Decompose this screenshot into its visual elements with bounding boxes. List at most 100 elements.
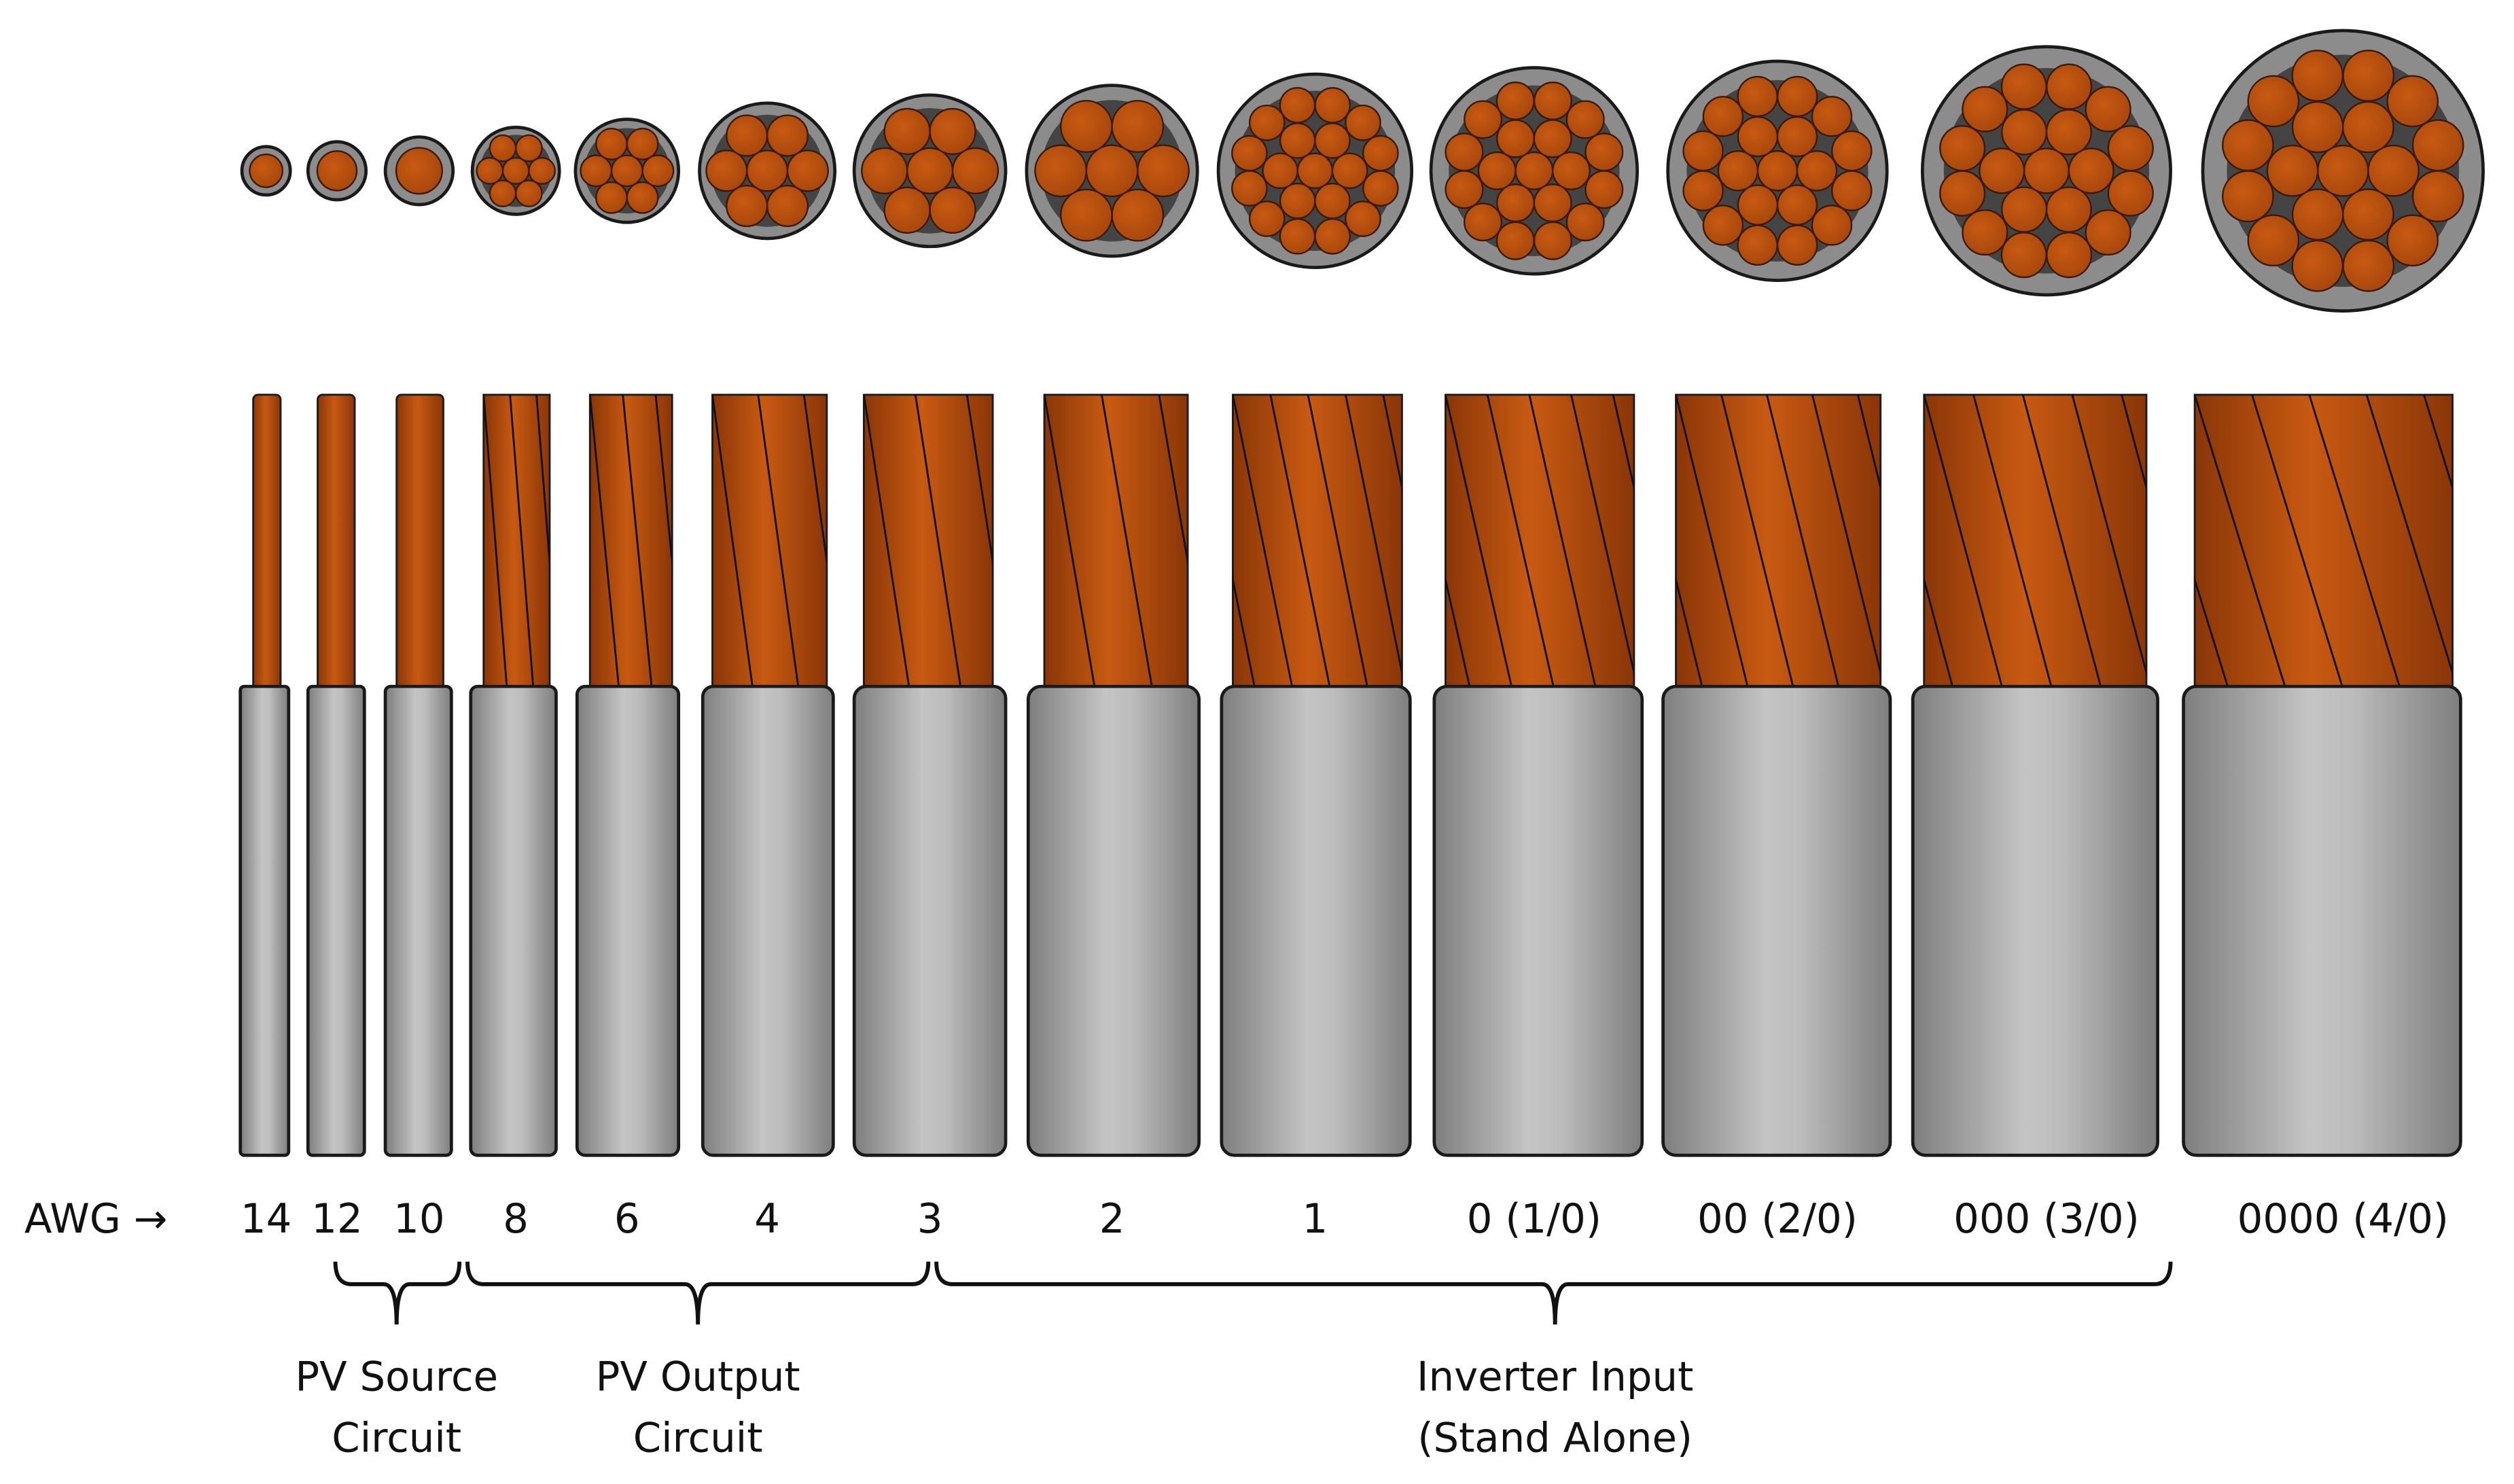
awg-labels: 14 12 10 8 6 4 3 2 1 0 (1/0) 00 (2/0) 000 (3/0) 0000… [241, 1195, 2449, 1242]
strand [641, 154, 675, 188]
strand [2291, 101, 2344, 154]
strand [2291, 50, 2344, 102]
strand [1331, 152, 1368, 190]
strand [1362, 170, 1399, 207]
group-pv-output: PV Output Circuit [465, 1261, 931, 1462]
strand [2107, 125, 2154, 172]
strand [1464, 202, 1503, 242]
strand [626, 181, 659, 214]
strand [726, 114, 768, 157]
copper-conductor [252, 393, 282, 702]
strand [2342, 50, 2395, 102]
strand [1777, 75, 1818, 118]
strand [1552, 151, 1591, 190]
strand [883, 107, 931, 156]
curly-brace [465, 1261, 931, 1325]
strand [1345, 104, 1381, 141]
strand [2068, 147, 2114, 194]
cable-12 [306, 393, 366, 1157]
strand [610, 154, 643, 188]
strand [1515, 151, 1554, 190]
group-label-line2: Circuit [633, 1415, 763, 1462]
strand [1702, 205, 1744, 246]
insulation [1661, 684, 1892, 1157]
strand [1777, 224, 1818, 266]
strand [2085, 209, 2131, 256]
strand [2342, 239, 2395, 292]
strand [1776, 116, 1818, 158]
strand-lay-lines [1924, 394, 2146, 687]
cross-section-0 [1429, 66, 1640, 276]
strand-lay-lines [590, 394, 673, 687]
strand [1939, 125, 1986, 172]
awg-label: 0000 (4/0) [2237, 1195, 2449, 1242]
strand [1737, 224, 1778, 266]
strand [1314, 122, 1351, 159]
strand-lay-lines [1233, 394, 1402, 687]
strand [1231, 170, 1268, 207]
strand [2386, 75, 2439, 128]
strand [2085, 86, 2131, 132]
insulation [1026, 684, 1201, 1157]
strand-lay-lines [2195, 394, 2453, 687]
strand [1717, 150, 1759, 192]
strand [2411, 119, 2464, 172]
group-label-line1: Inverter Input [1417, 1353, 1693, 1400]
strand [2247, 75, 2300, 128]
insulation [1432, 684, 1644, 1157]
cable-1 [1220, 393, 1412, 1157]
cross-section-2 [1025, 84, 1199, 258]
strand [1584, 132, 1624, 172]
strand [1796, 150, 1838, 192]
solid-conductor [395, 147, 443, 195]
strand [1831, 170, 1873, 211]
strand [1464, 100, 1503, 139]
insulation [383, 684, 453, 1157]
strand [1495, 221, 1535, 260]
strand [906, 147, 954, 194]
strand [1962, 209, 2008, 256]
strand [861, 147, 908, 194]
awg-label: 1 [1303, 1195, 1328, 1242]
awg-label: 000 (3/0) [1953, 1195, 2140, 1242]
strand [2342, 101, 2394, 154]
copper-conductor [711, 393, 828, 702]
strand [1831, 130, 1873, 172]
copper-conductor [395, 393, 444, 702]
strand [2316, 145, 2369, 197]
cross-section-000 [1920, 45, 2172, 297]
strand [1314, 182, 1351, 219]
copper-conductor [1445, 393, 1635, 702]
strand-lay-lines [483, 394, 550, 687]
strand [726, 185, 768, 228]
awg-label: 0 (1/0) [1467, 1195, 1601, 1242]
strand [786, 149, 829, 192]
copper-conductor [1043, 393, 1189, 702]
strand [2291, 239, 2344, 292]
insulation [1220, 684, 1412, 1157]
cross-section-10 [383, 135, 455, 207]
strand [1737, 184, 1779, 226]
strand [766, 114, 809, 157]
cross-section-1 [1216, 72, 1414, 270]
cable-00 [1661, 393, 1892, 1157]
strand [1279, 122, 1316, 159]
cable-000 [1911, 393, 2159, 1157]
strand [1496, 119, 1536, 158]
strand [1314, 87, 1351, 124]
strand [1565, 100, 1605, 139]
strand [1137, 144, 1190, 198]
copper-conductor [482, 393, 551, 702]
group-label-line2: (Stand Alone) [1417, 1415, 1693, 1462]
strand [2247, 214, 2300, 267]
cable-4 [701, 393, 835, 1157]
application-groups: PV Source Circuit PV Output Circuit Inverter… [295, 1261, 2173, 1462]
cross-section-8 [470, 125, 561, 216]
strand [2000, 232, 2047, 279]
strand [1565, 202, 1605, 242]
cable-6 [575, 393, 681, 1157]
strand [2342, 188, 2394, 241]
strand [2222, 119, 2274, 172]
cable-3 [852, 393, 1008, 1157]
